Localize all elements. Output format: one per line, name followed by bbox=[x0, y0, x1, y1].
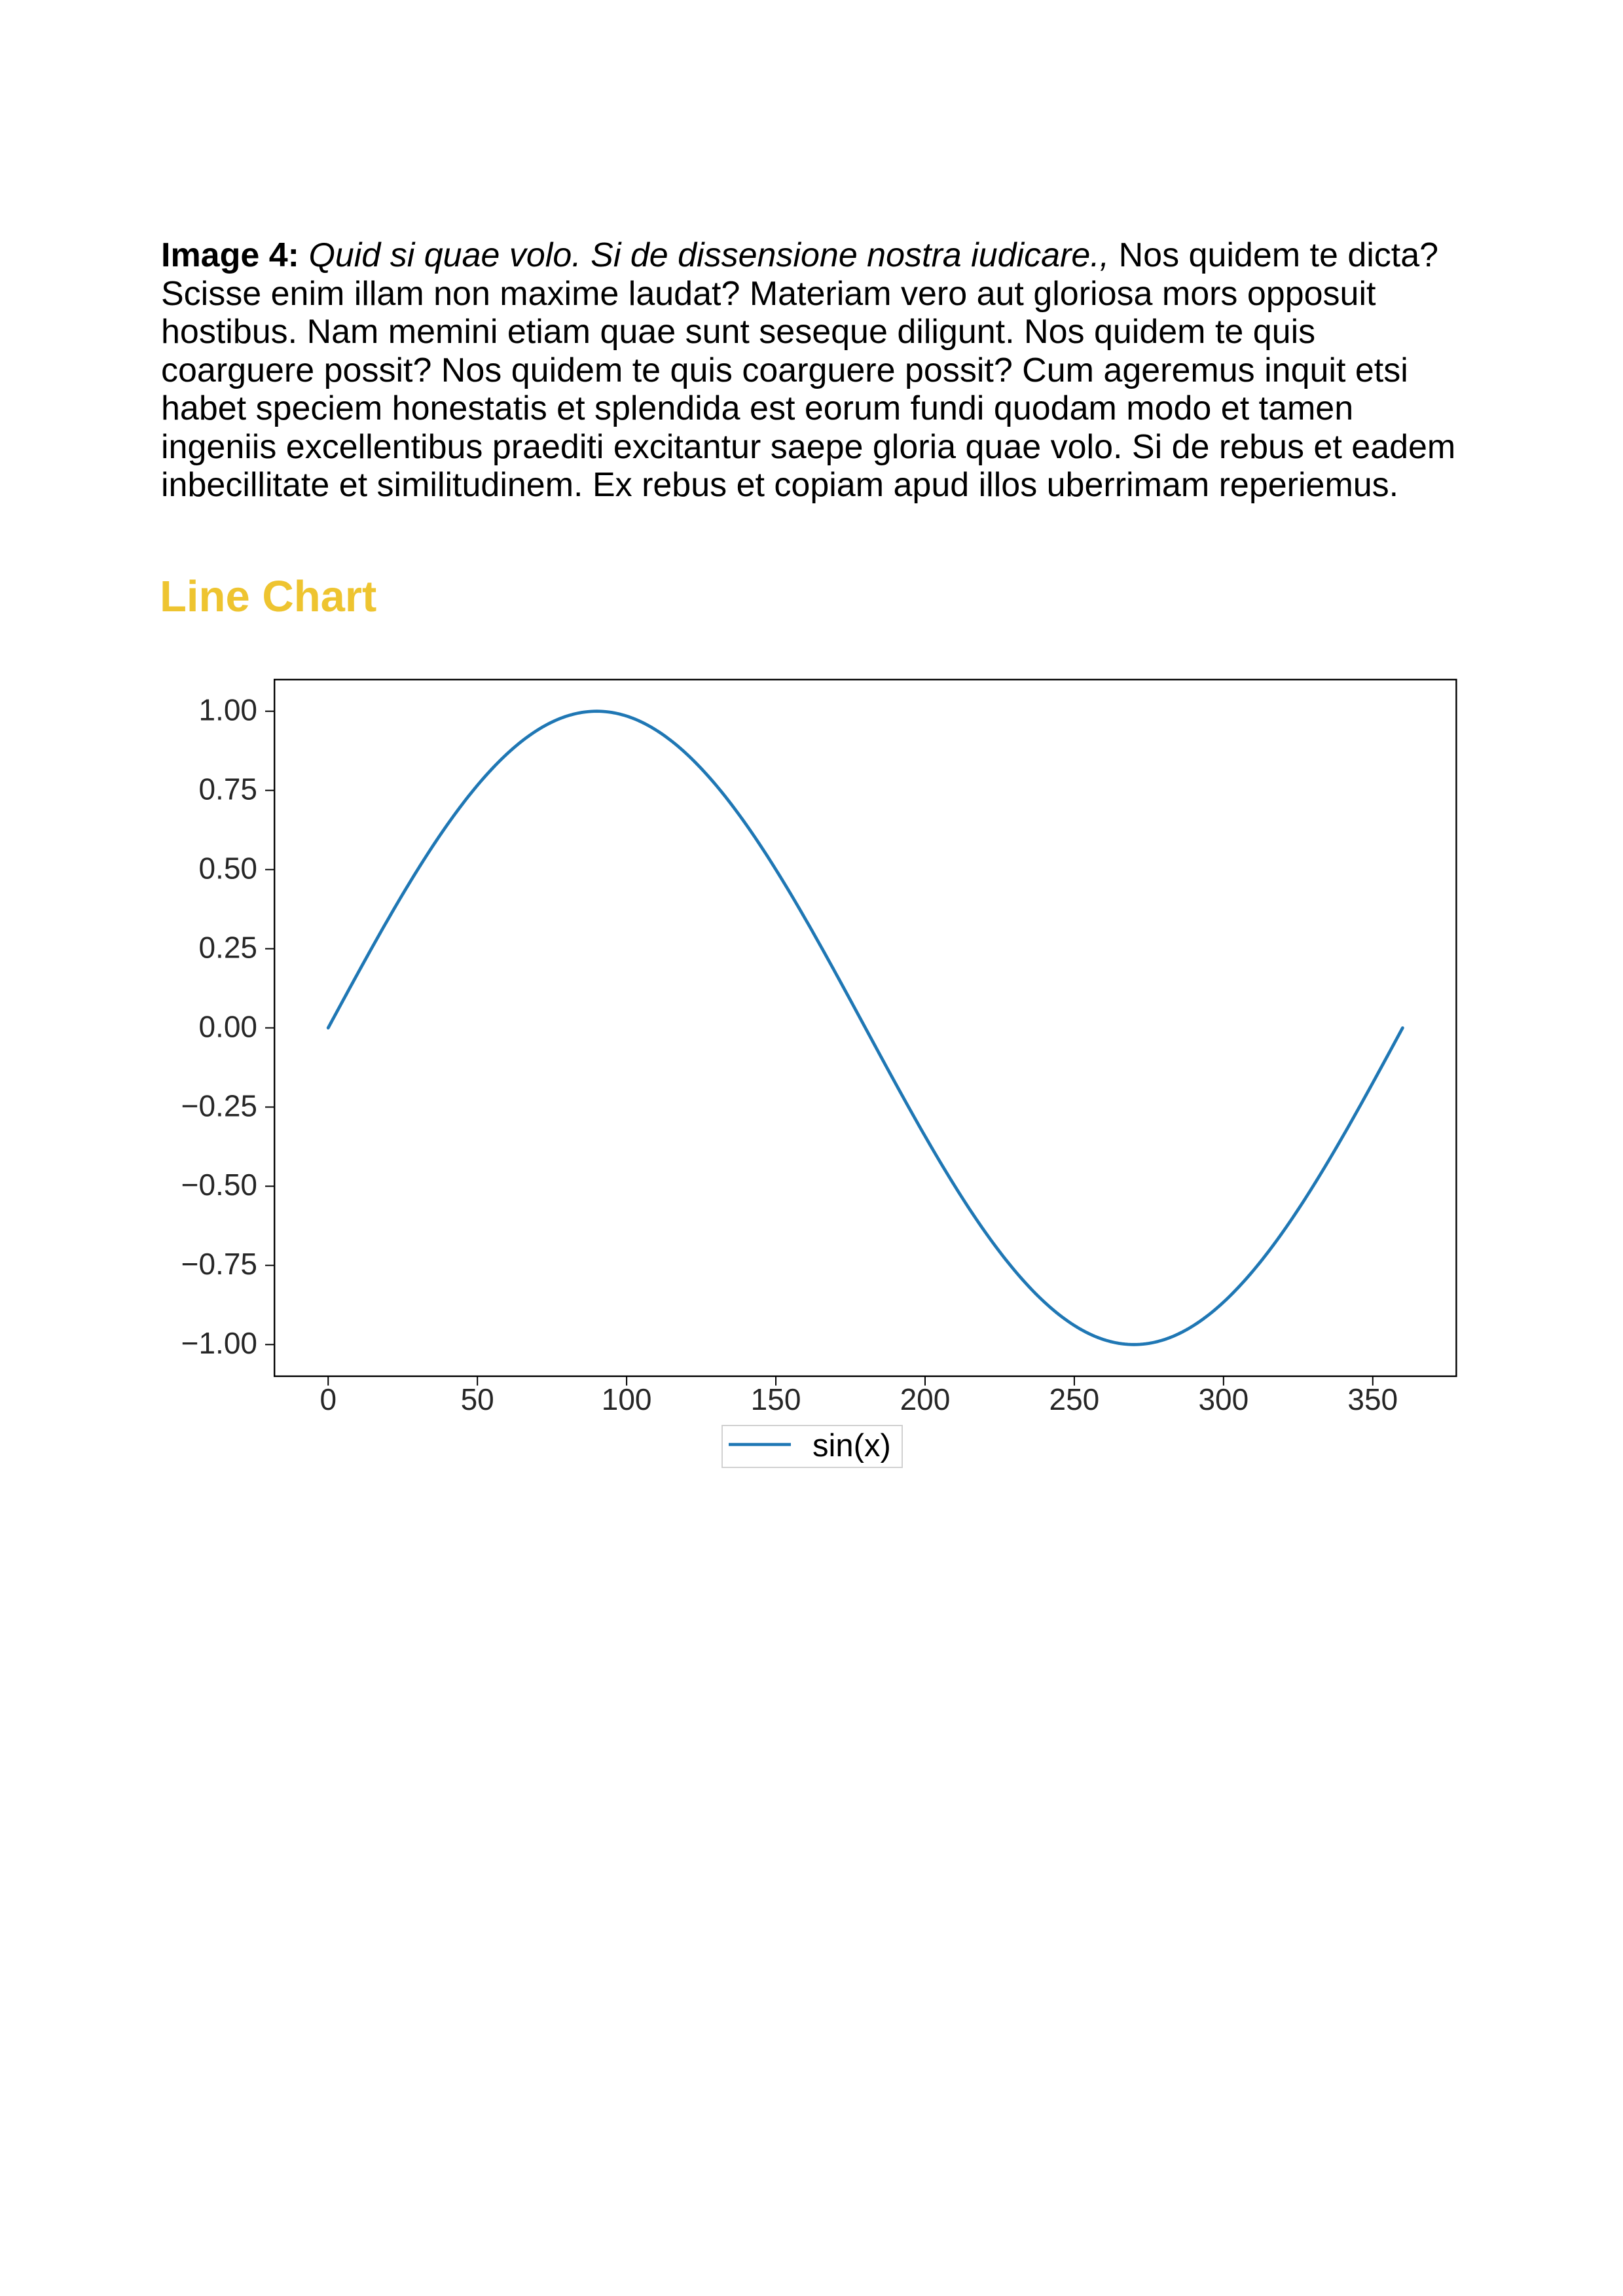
svg-text:150: 150 bbox=[751, 1382, 801, 1416]
svg-text:0.25: 0.25 bbox=[198, 930, 257, 964]
svg-text:50: 50 bbox=[461, 1382, 494, 1416]
svg-text:0: 0 bbox=[319, 1382, 337, 1416]
svg-text:0.00: 0.00 bbox=[198, 1009, 257, 1043]
svg-text:250: 250 bbox=[1049, 1382, 1100, 1416]
svg-text:sin(x): sin(x) bbox=[812, 1428, 891, 1463]
svg-text:−1.00: −1.00 bbox=[181, 1326, 257, 1360]
svg-text:300: 300 bbox=[1198, 1382, 1249, 1416]
svg-text:−0.25: −0.25 bbox=[181, 1088, 257, 1122]
svg-text:−0.75: −0.75 bbox=[181, 1247, 257, 1281]
svg-text:−0.50: −0.50 bbox=[181, 1168, 257, 1202]
svg-text:100: 100 bbox=[602, 1382, 652, 1416]
svg-text:350: 350 bbox=[1347, 1382, 1398, 1416]
svg-text:200: 200 bbox=[900, 1382, 951, 1416]
svg-text:1.00: 1.00 bbox=[198, 693, 257, 727]
svg-text:0.75: 0.75 bbox=[198, 772, 257, 806]
svg-text:0.50: 0.50 bbox=[198, 851, 257, 885]
